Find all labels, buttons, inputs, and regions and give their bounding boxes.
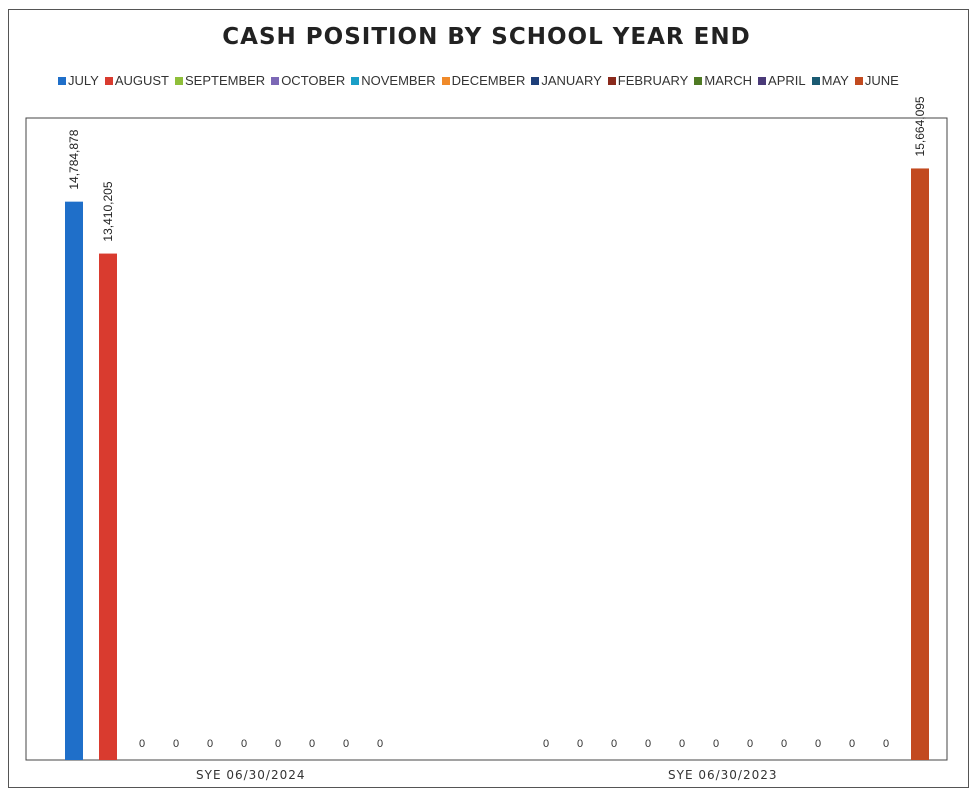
legend-label: AUGUST [114,73,169,88]
chart-frame [8,9,969,788]
legend-swatch [58,76,66,85]
data-label: 0 [139,738,145,750]
data-label: 0 [377,738,383,750]
legend-label: APRIL [768,73,806,88]
legend-item: DECEMBER [441,73,526,88]
legend-label: MARCH [704,73,753,88]
legend-item: AUGUST [104,73,169,88]
data-label: 0 [883,738,889,750]
data-label: 0 [173,738,179,750]
legend-label: NOVEMBER [361,73,436,88]
data-label: 0 [241,738,247,750]
data-label: 0 [343,738,349,750]
data-label: 0 [577,738,583,750]
data-label: 0 [309,738,315,750]
bar [911,168,929,760]
chart-title: CASH POSITION BY SCHOOL YEAR END [222,24,751,50]
legend-label: FEBRUARY [617,73,689,88]
legend-item: SEPTEMBER [175,73,265,88]
data-label: 0 [543,738,549,750]
legend-label: DECEMBER [451,73,526,88]
legend-item: FEBRUARY [607,73,689,88]
legend-item: JUNE [854,73,899,88]
legend-swatch [271,76,280,85]
category-label: SYE 06/30/2024 [196,768,306,782]
legend-label: MAY [821,73,849,88]
category-label: SYE 06/30/2023 [668,768,778,782]
legend-item: MAY [811,73,849,88]
data-label: 0 [781,738,787,750]
legend-swatch [854,76,863,85]
legend-swatch [104,76,113,85]
data-label: 0 [747,738,753,750]
legend-swatch [758,76,767,85]
data-label: 0 [849,738,855,750]
legend-swatch [811,76,820,85]
legend-swatch [441,76,450,85]
legend-swatch [607,76,616,85]
legend-swatch [531,76,540,85]
data-label: 13,410,205 [101,181,115,241]
legend-item: NOVEMBER [351,73,436,88]
data-label: 0 [275,738,281,750]
legend-swatch [694,76,703,85]
data-label: 15,664,095 [913,96,927,156]
data-label: 0 [679,738,685,750]
legend-item: JULY [58,73,99,88]
legend-label: JUNE [864,73,899,88]
legend-label: SEPTEMBER [185,73,266,88]
legend-swatch [175,76,183,85]
data-label: 14,784,878 [67,129,81,189]
data-label: 0 [611,738,617,750]
legend-item: APRIL [758,73,806,88]
legend-item: OCTOBER [271,73,345,88]
legend-label: OCTOBER [281,73,346,88]
legend-label: JANUARY [541,73,602,88]
data-label: 0 [207,738,213,750]
legend-item: JANUARY [531,73,602,88]
legend-swatch [351,76,360,85]
data-label: 0 [713,738,719,750]
plot-frame [25,117,948,761]
legend-label: JULY [68,73,99,88]
data-label: 0 [815,738,821,750]
chart-legend: JULY AUGUST SEPTEMBER OCTOBER NOVEMBER DECEMB… [58,73,958,88]
bar [65,201,83,760]
bar [99,253,117,760]
data-label: 0 [645,738,651,750]
legend-item: MARCH [694,73,752,88]
